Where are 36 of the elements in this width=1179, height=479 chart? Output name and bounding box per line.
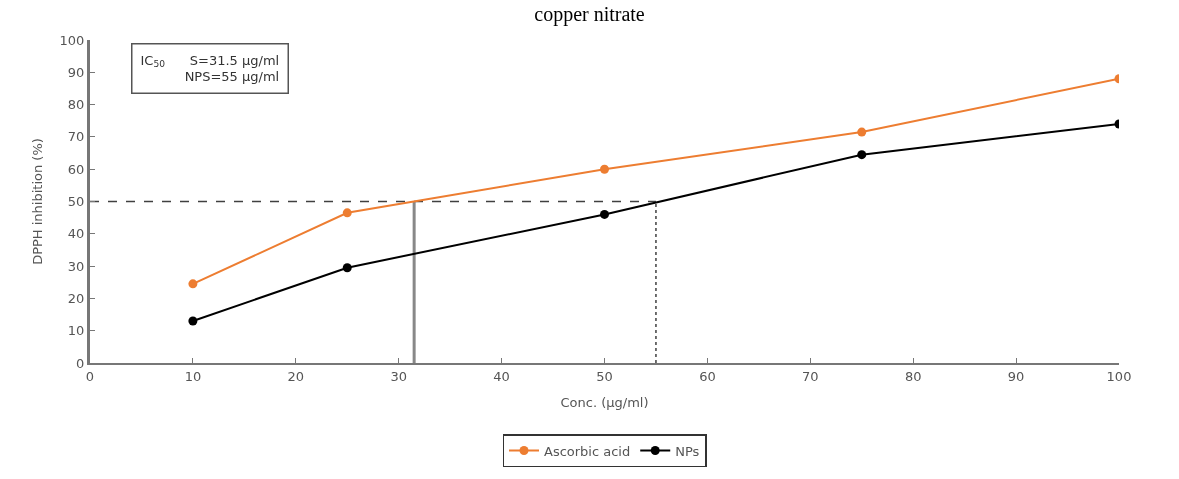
y-tick-label: 60 [67,161,85,177]
x-tick-label: 50 [596,368,613,384]
point [600,164,609,174]
point [600,209,609,219]
legend-label: Ascorbic acid [544,443,631,459]
x-tick-label: 100 [1106,368,1132,384]
point [188,316,198,326]
x-tick-label: 70 [802,368,819,384]
chart-title: copper nitrate [534,3,645,27]
x-axis-title: Conc. (µg/ml) [560,394,649,410]
x-tick-label: 80 [904,368,922,384]
point [857,150,867,160]
text: IC$_{50}$ S=31.5 µg/ml NPS=55 µg/ml [140,52,280,85]
y-tick-label: 40 [67,226,85,242]
x-tick-label: 90 [1007,368,1025,384]
x-tick-label: 60 [699,368,716,384]
point [342,208,352,218]
y-tick-label: 50 [67,194,85,210]
x-tick-label: 0 [85,368,95,384]
y-tick-label: 30 [67,258,85,274]
point [857,127,867,137]
y-tick-label: 10 [67,323,85,339]
x-tick-label: 30 [390,368,407,384]
x-tick-label: 10 [184,368,202,384]
y-tick-label: 20 [67,290,85,306]
x-tick-label: 40 [493,368,510,384]
y-tick-label: 80 [67,97,85,113]
y-tick-label: 0 [76,355,85,371]
y-tick-label: 70 [67,129,85,145]
legend-label: NPs [675,443,700,459]
y-tick-label: 90 [67,64,85,80]
y-axis-title: DPPH inhibition (%) [29,138,45,265]
point [188,279,198,289]
y-tick-label: 100 [59,32,85,48]
x-tick-label: 20 [287,368,305,384]
point [342,263,352,273]
